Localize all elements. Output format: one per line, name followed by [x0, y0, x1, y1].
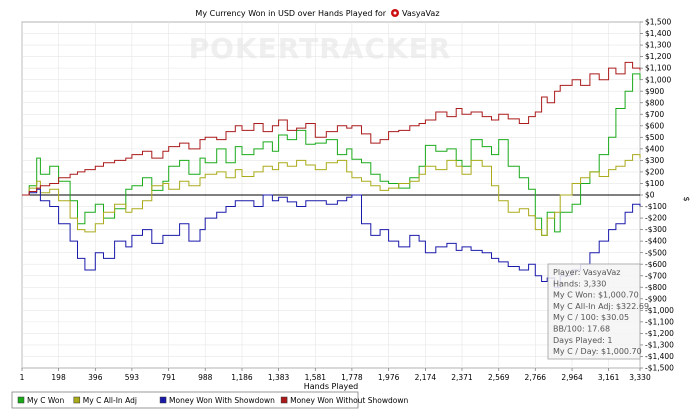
- x-tick-label: 791: [161, 373, 176, 382]
- legend-label: My C All-In Adj: [83, 396, 137, 405]
- y-tick-label: $200: [645, 168, 664, 177]
- y-tick-label: $1,500: [645, 18, 671, 27]
- legend-label: Money Won Without Showdown: [290, 396, 408, 405]
- y-tick-label: -$1,400: [645, 352, 674, 361]
- y-tick-label: $100: [645, 179, 664, 188]
- legend-box: [11, 391, 359, 409]
- y-tick-label: -$1,500: [645, 364, 674, 373]
- series-line-money-won-with-showdown: [22, 188, 641, 288]
- y-tick-label: $1,400: [645, 29, 671, 38]
- x-tick-label: 2,766: [525, 373, 547, 382]
- y-axis: $1,500 $1,400 $1,300 $1,200 $1,100 $1,000 $900…: [640, 18, 674, 373]
- y-axis-label: $: [682, 196, 691, 201]
- y-tick-label: -$500: [645, 248, 667, 257]
- y-tick-label: -$100: [645, 202, 667, 211]
- y-tick-label: $700: [645, 110, 664, 119]
- legend: My C Won My C All-In Adj Money Won With Sh…: [11, 391, 408, 409]
- x-tick-label: 3,330: [629, 373, 651, 382]
- y-tick-label: -$1,200: [645, 329, 674, 338]
- y-tick-label: $900: [645, 87, 664, 96]
- y-tick-label: -$600: [645, 260, 667, 269]
- y-tick-label: $800: [645, 98, 664, 107]
- series-line-money-won-without-showdown: [22, 61, 641, 196]
- watermark: POKERTRACKER: [189, 32, 452, 65]
- legend-swatch: [280, 396, 288, 404]
- y-tick-label: -$300: [645, 225, 667, 234]
- legend-swatch: [73, 396, 81, 404]
- series-layer: [22, 61, 641, 288]
- y-tick-label: $400: [645, 144, 664, 153]
- y-tick-label: $500: [645, 133, 664, 142]
- tooltip-line: My C All-In Adj: $322.69: [553, 302, 649, 311]
- x-tick-label: 593: [125, 373, 140, 382]
- y-tick-label: $1,300: [645, 41, 671, 50]
- tooltip-line: Days Played: 1: [553, 336, 613, 345]
- y-tick-label: -$1,000: [645, 306, 674, 315]
- y-tick-label: -$900: [645, 294, 667, 303]
- y-tick-label: $1,000: [645, 75, 671, 84]
- series-line-my-c-all-in-adj: [22, 154, 641, 236]
- x-axis: 1 198 396 593 791 988 1,186 1,383 1,581 1,778 1,97…: [20, 368, 651, 382]
- tooltip-line: Hands: 3,330: [553, 279, 606, 288]
- chart-title-player: VasyaVaz: [402, 9, 440, 18]
- tooltip-box: [547, 263, 641, 360]
- y-tick-label: -$1,300: [645, 341, 674, 350]
- tooltip-line: My C / 100: $30.05: [553, 313, 629, 322]
- y-tick-label: -$1,100: [645, 317, 674, 326]
- legend-label: My C Won: [27, 396, 64, 405]
- x-tick-label: 2,569: [488, 373, 510, 382]
- tooltip-line: BB/100: 17.68: [553, 325, 610, 334]
- legend-label: Money Won With Showdown: [169, 396, 275, 405]
- y-tick-label: $600: [645, 121, 664, 130]
- hover-tooltip: Player: VasyaVaz Hands: 3,330 My C Won: $1…: [547, 263, 649, 360]
- x-tick-label: 2,964: [561, 373, 583, 382]
- x-tick-label: 1,778: [341, 373, 363, 382]
- y-tick-label: -$800: [645, 283, 667, 292]
- y-tick-label: -$700: [645, 271, 667, 280]
- y-tick-label: $0: [645, 191, 655, 200]
- legend-swatch: [17, 396, 25, 404]
- player-flag-icon: [391, 9, 399, 17]
- y-tick-label: $1,200: [645, 52, 671, 61]
- x-tick-label: 2,174: [415, 373, 437, 382]
- x-tick-label: 1,976: [378, 373, 400, 382]
- y-tick-label: -$400: [645, 237, 667, 246]
- x-tick-label: 396: [88, 373, 103, 382]
- x-tick-label: 198: [51, 373, 66, 382]
- x-tick-label: 2,371: [451, 373, 473, 382]
- tooltip-line: My C Won: $1,000.70: [553, 291, 639, 300]
- legend-swatch: [159, 396, 167, 404]
- tooltip-line: My C / Day: $1,000.70: [553, 347, 642, 356]
- y-tick-label: $1,100: [645, 64, 671, 73]
- x-tick-label: 1: [20, 373, 25, 382]
- y-tick-label: $300: [645, 156, 664, 165]
- chart-title: My Currency Won in USD over Hands Played…: [195, 9, 386, 18]
- tooltip-line: Player: VasyaVaz: [553, 268, 621, 277]
- x-tick-label: 1,186: [231, 373, 253, 382]
- x-tick-label: 1,383: [268, 373, 290, 382]
- x-tick-label: 988: [198, 373, 213, 382]
- x-tick-label: 3,161: [598, 373, 620, 382]
- y-tick-label: -$200: [645, 214, 667, 223]
- x-axis-label: Hands Played: [304, 382, 358, 391]
- x-tick-label: 1,581: [305, 373, 327, 382]
